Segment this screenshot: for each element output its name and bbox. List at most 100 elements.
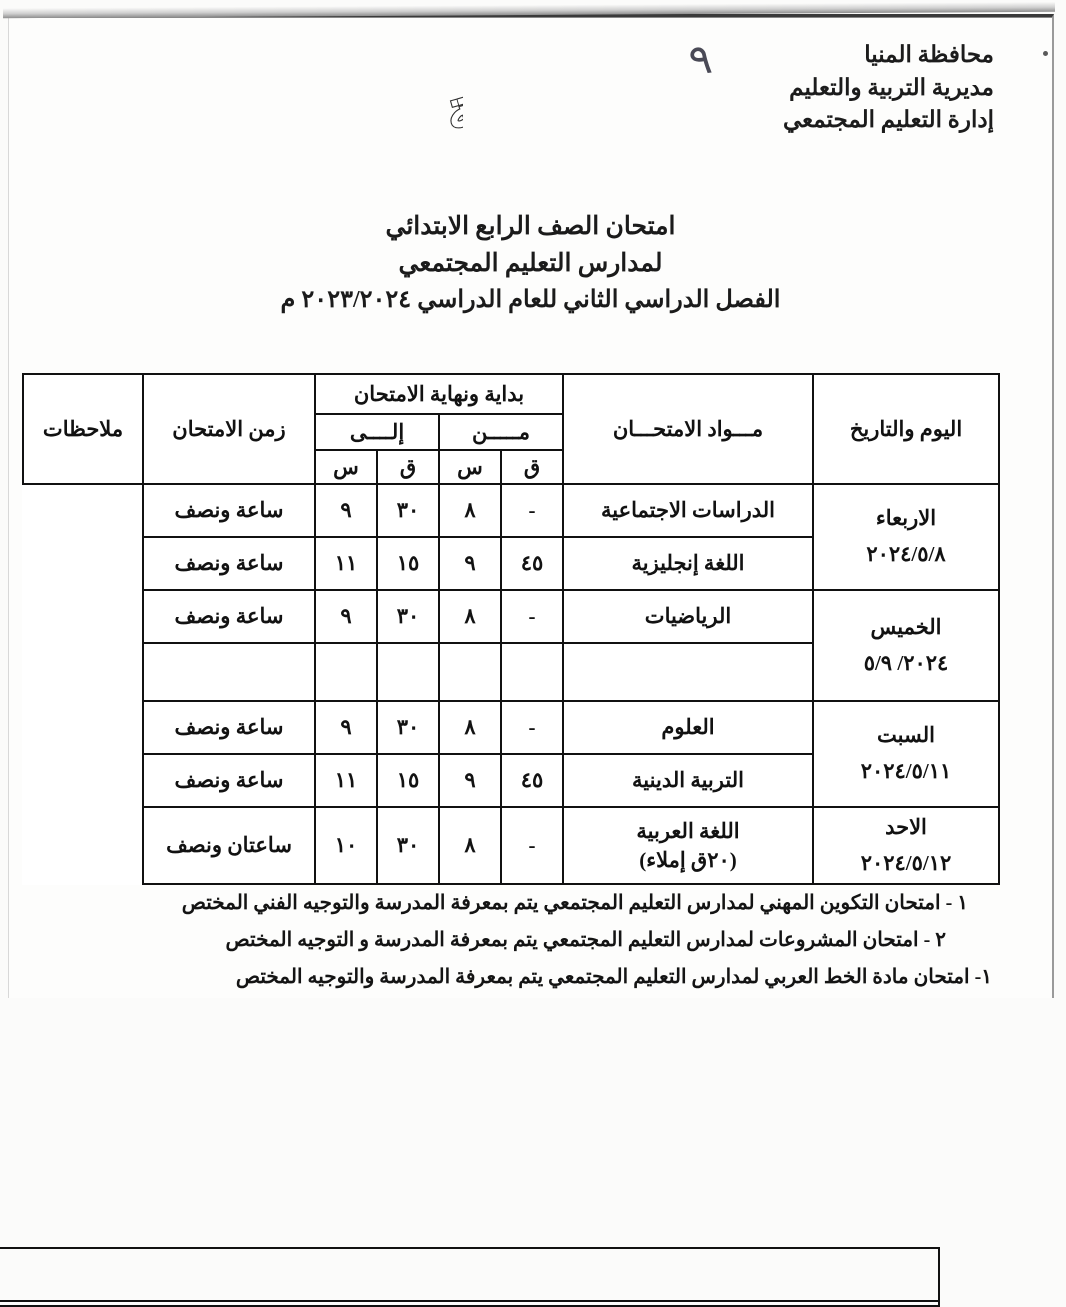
cell-subject: اللغة إنجليزية	[562, 536, 814, 591]
cell-from-hour: ٨	[438, 483, 502, 538]
col-header-from-minutes: ق	[500, 449, 564, 485]
table-body: الاربعاء ٢٠٢٤/٥/٨ الدراسات الاجتماعية -٨ ٣٠ ٩…	[0, 483, 1000, 1307]
cell-from-hour: ٨	[438, 700, 502, 755]
col-header-to-hours: س	[314, 449, 378, 485]
cell-to-hour: ٩	[314, 700, 378, 755]
header-row-from-to: مـــــن إلــــى	[23, 413, 999, 451]
subject-name: التربية الدينية	[632, 768, 744, 793]
cell-duration: ساعة ونصف	[142, 589, 316, 644]
cell-to-hour: ٩	[314, 589, 378, 644]
cell-from-hour	[438, 642, 502, 702]
table-row: الاربعاء ٢٠٢٤/٥/٨ الدراسات الاجتماعية -٨ ٣٠ ٩…	[0, 483, 1000, 1302]
cell-subject	[562, 642, 814, 702]
col-header-duration: زمن الامتحان	[142, 373, 316, 485]
col-header-time-group: بداية ونهاية الامتحان	[314, 373, 564, 415]
cell-to-min: ٣٠	[376, 805, 440, 886]
col-header-from: مـــــن	[438, 413, 564, 451]
cell-subject: العلوم	[562, 700, 814, 755]
subject-name: اللغة العربية	[636, 819, 740, 844]
cell-day-date: الاربعاء ٢٠٢٤/٥/٨	[812, 483, 1000, 591]
cell-to-min: ١٥	[376, 536, 440, 591]
title-line-1: امتحان الصف الرابع الابتدائي	[385, 213, 676, 240]
table-row: اللغة إنجليزية ٤٥ ٩ ١٥ ١١ ساعة ونصف	[0, 536, 999, 1302]
letterhead-line-directorate: مديرية التربية والتعليم	[789, 74, 994, 100]
cell-to-min: ٣٠	[376, 483, 440, 538]
footnote-2: ٢ - امتحان المشروعات لمدارس التعليم المج…	[225, 929, 946, 951]
day-name: الخميس	[870, 614, 942, 639]
cell-from-min: -	[500, 483, 564, 538]
title-line-3: الفصل الدراسي الثاني للعام الدراسي ٢٠٢٣/…	[280, 286, 781, 313]
cell-from-min: -	[500, 700, 564, 755]
subject-name: العلوم	[661, 715, 715, 740]
subject-note: (٢٠ق إملاء)	[639, 847, 737, 872]
footnote-1: ١ - امتحان التكوين المهني لمدارس التعليم…	[181, 892, 968, 914]
cell-subject: التربية الدينية	[562, 753, 814, 808]
cell-duration: ساعة ونصف	[142, 753, 316, 808]
letterhead-line-governorate: محافظة المنيا	[864, 42, 994, 67]
cell-from-hour: ٩	[438, 536, 502, 591]
cell-from-min: ٤٥	[500, 536, 564, 591]
cell-from-hour: ٨	[438, 805, 502, 886]
col-header-to: إلــــى	[314, 413, 440, 451]
cell-to-hour: ٩	[314, 483, 378, 538]
table-row: الخميس ٢٠٢٤/ ٥/٩ الرياضيات -٨ ٣٠ ٩ ساعة ونصف	[0, 589, 1000, 1302]
cell-subject: الدراسات الاجتماعية	[562, 483, 814, 538]
cell-from-min: ٤٥	[500, 753, 564, 808]
cell-from-hour: ٨	[438, 589, 502, 644]
document-title: امتحان الصف الرابع الابتدائي لمدارس التع…	[9, 209, 1052, 318]
letterhead-line-department: إدارة التعليم المجتمعي	[782, 107, 994, 133]
cell-subject: اللغة العربية (٢٠ق إملاء)	[562, 805, 814, 886]
cell-duration: ساعة ونصف	[142, 483, 316, 538]
cell-to-hour: ١١	[314, 753, 378, 808]
page-edge-mark	[1043, 51, 1048, 56]
table-row: السبت ٢٠٢٤/٥/١١ العلوم -٨ ٣٠ ٩ ساعة ونصف	[0, 700, 1000, 1302]
header-row-units: ق س ق س	[23, 449, 999, 485]
col-header-to-minutes: ق	[376, 449, 440, 485]
table-row: الاحد ٢٠٢٤/٥/١٢ اللغة العربية (٢٠ق إملاء) -٨…	[0, 805, 1000, 1302]
day-name: الاربعاء	[875, 506, 937, 531]
cell-from-min: -	[500, 589, 564, 644]
cell-to-min: ١٥	[376, 753, 440, 808]
handwritten-page-number: ٩	[686, 33, 716, 86]
day-date: ٢٠٢٤/٥/١٢	[860, 850, 952, 875]
exam-schedule-table: اليوم والتاريخ مـــواد الامتحـــان بداية…	[0, 373, 1000, 1307]
header-row-main: اليوم والتاريخ مـــواد الامتحـــان بداية…	[22, 373, 1000, 485]
cell-from-min	[500, 642, 564, 702]
table-head: اليوم والتاريخ مـــواد الامتحـــان بداية…	[22, 373, 1000, 485]
subject-name: اللغة إنجليزية	[631, 551, 745, 576]
cell-from-min: -	[500, 805, 564, 886]
cell-day-date: الاحد ٢٠٢٤/٥/١٢	[812, 805, 1000, 886]
cell-day-date: الخميس ٢٠٢٤/ ٥/٩	[812, 589, 1000, 702]
cell-duration: ساعة ونصف	[142, 700, 316, 755]
cell-day-date: السبت ٢٠٢٤/٥/١١	[812, 700, 1000, 808]
footnote-3: ١- امتحان مادة الخط العربي لمدارس التعلي…	[235, 966, 992, 988]
cell-to-hour: ١٠	[314, 805, 378, 886]
cell-to-min	[376, 642, 440, 702]
cell-from-hour: ٩	[438, 753, 502, 808]
period-title-text: الفترة الصباحية	[438, 35, 463, 145]
cell-to-hour	[314, 642, 378, 702]
day-date: ٢٠٢٤/ ٥/٩	[863, 650, 949, 675]
day-name: الاحد	[885, 815, 927, 839]
cell-duration	[142, 642, 316, 702]
day-date: ٢٠٢٤/٥/٨	[866, 542, 946, 566]
period-title-wordart: الفترة الصباحية	[43, 0, 780, 185]
day-date: ٢٠٢٤/٥/١١	[860, 759, 952, 783]
footnotes: ١ - امتحان التكوين المهني لمدارس التعليم…	[12, 891, 992, 1002]
cell-duration: ساعة ونصف	[142, 536, 316, 591]
cell-notes	[0, 1247, 940, 1302]
schedule-table-container: اليوم والتاريخ مـــواد الامتحـــان بداية…	[0, 373, 1000, 1307]
letterhead: محافظة المنيا مديرية التربية والتعليم إد…	[783, 39, 994, 137]
cell-subject: الرياضيات	[562, 589, 814, 644]
subject-name: الرياضيات	[644, 604, 732, 629]
title-line-2: لمدارس التعليم المجتمعي	[398, 249, 663, 277]
cell-to-min: ٣٠	[376, 700, 440, 755]
col-header-day-date: اليوم والتاريخ	[812, 373, 1000, 485]
cell-duration: ساعتان ونصف	[142, 805, 316, 886]
day-name: السبت	[877, 723, 935, 748]
col-header-notes: ملاحظات	[22, 373, 144, 485]
cell-to-min: ٣٠	[376, 589, 440, 644]
cell-to-hour: ١١	[314, 536, 378, 591]
col-header-from-hours: س	[438, 449, 502, 485]
